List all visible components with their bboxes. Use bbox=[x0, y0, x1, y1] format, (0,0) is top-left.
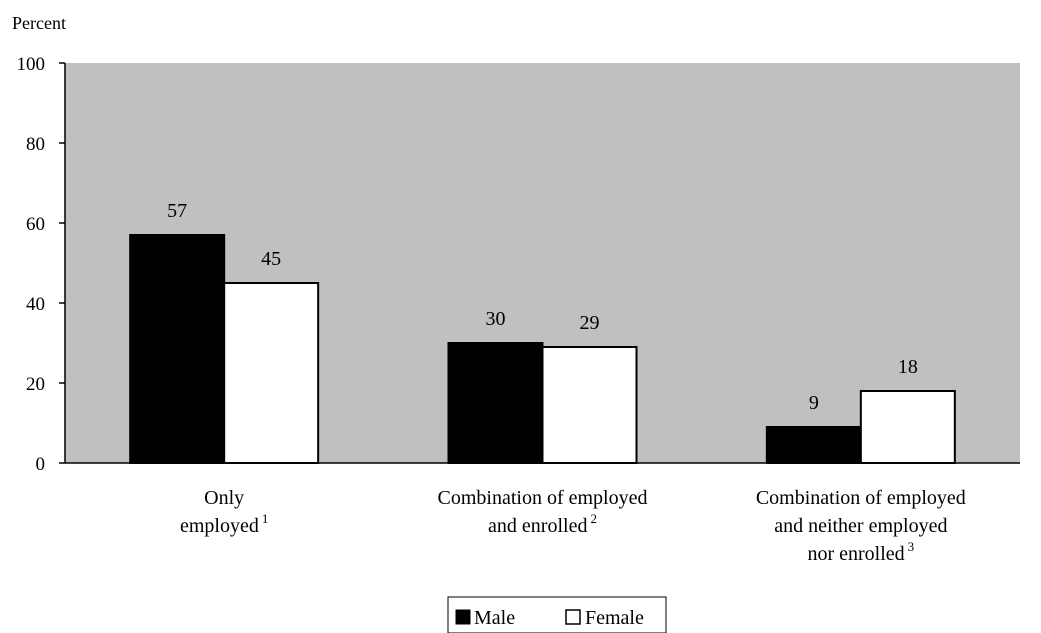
bar-male-1 bbox=[129, 234, 226, 464]
data-label-female-2: 29 bbox=[580, 312, 600, 334]
legend-box bbox=[447, 596, 667, 633]
bar-male-3 bbox=[765, 426, 862, 464]
y-tick-label: 40 bbox=[26, 294, 45, 315]
category-label-line: and neither employed bbox=[774, 515, 947, 537]
category-label-line: and enrolled 2 bbox=[488, 511, 597, 537]
category-label-line: Combination of employed bbox=[756, 487, 966, 509]
data-label-female-1: 45 bbox=[261, 248, 281, 270]
y-tick-label: 100 bbox=[17, 54, 46, 75]
legend-label-female: Female bbox=[585, 607, 644, 629]
bar-female-2 bbox=[541, 346, 638, 464]
footnote-marker: 3 bbox=[908, 539, 915, 554]
y-tick-label: 80 bbox=[26, 134, 45, 155]
legend-label-male: Male bbox=[474, 607, 515, 629]
y-axis: 0 20 40 60 80 100 bbox=[17, 54, 1020, 475]
bar-female-1 bbox=[223, 282, 320, 464]
bar-male-2 bbox=[447, 342, 544, 464]
y-axis-label: Percent bbox=[12, 13, 66, 33]
category-label-line: Only bbox=[204, 487, 244, 509]
category-label-line: Combination of employed bbox=[438, 487, 648, 509]
bars-layer bbox=[129, 234, 956, 464]
data-label-male-3: 9 bbox=[809, 392, 819, 414]
y-tick-label: 0 bbox=[36, 454, 46, 475]
legend-swatch-female bbox=[565, 609, 581, 625]
data-label-female-3: 18 bbox=[898, 356, 918, 378]
category-label-line: nor enrolled 3 bbox=[807, 539, 914, 565]
footnote-marker: 1 bbox=[262, 511, 269, 526]
legend-swatch-male bbox=[455, 609, 471, 625]
category-label-3: Combination of employed and neither emplo… bbox=[756, 487, 966, 565]
y-tick-label: 60 bbox=[26, 214, 45, 235]
footnote-marker: 2 bbox=[590, 511, 597, 526]
legend: Male Female bbox=[447, 596, 667, 633]
category-label-line: employed 1 bbox=[180, 511, 268, 537]
data-labels: 57 45 30 29 9 18 bbox=[167, 200, 918, 414]
data-label-male-1: 57 bbox=[167, 200, 187, 222]
data-label-male-2: 30 bbox=[486, 308, 506, 330]
bar-female-3 bbox=[859, 390, 956, 464]
y-tick-label: 20 bbox=[26, 374, 45, 395]
